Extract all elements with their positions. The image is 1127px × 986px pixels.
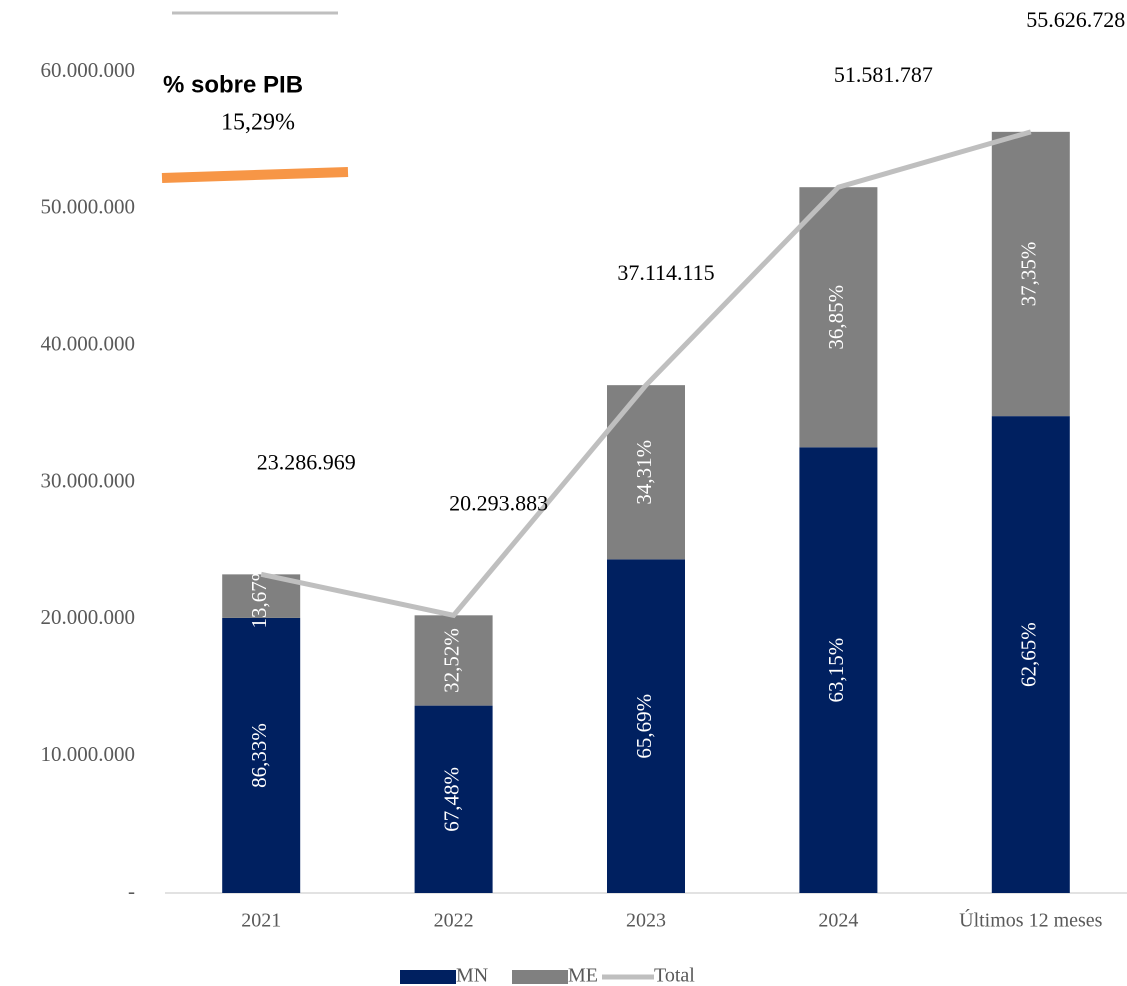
total-line	[260, 129, 1032, 619]
x-tick-label: 2022	[434, 910, 474, 932]
share-label: 65,69%	[632, 694, 656, 759]
share-label: 32,52%	[439, 628, 463, 693]
legend-label: MN	[456, 965, 488, 986]
legend-swatch	[512, 970, 568, 984]
y-tick-label: -	[128, 879, 135, 903]
share-label: 37,35%	[1017, 242, 1041, 307]
annotation-title: % sobre PIB	[163, 71, 303, 98]
x-tick-label: 2023	[626, 910, 666, 932]
x-tick-label: 2024	[818, 910, 858, 932]
legend-label: Total	[654, 965, 695, 986]
y-tick-label: 10.000.000	[41, 742, 136, 766]
data-label: 55.626.728	[1026, 7, 1125, 32]
y-tick-label: 20.000.000	[41, 605, 136, 629]
annotation-value: 15,29%	[221, 110, 295, 136]
x-tick-label: 2021	[241, 910, 281, 932]
bar-segment	[414, 615, 493, 706]
bar-segment	[414, 705, 493, 893]
bar-segment	[991, 416, 1070, 893]
bar-segment	[607, 559, 685, 893]
data-label: 20.293.883	[449, 490, 548, 515]
bar-segment	[799, 447, 878, 893]
share-label: 86,33%	[247, 723, 271, 788]
share-label: 62,65%	[1017, 622, 1041, 687]
data-label: 23.286.969	[257, 449, 356, 474]
share-label: 36,85%	[824, 285, 848, 350]
legend-label: ME	[568, 965, 598, 986]
decor-line	[161, 167, 349, 183]
share-label: 34,31%	[632, 440, 656, 505]
bar-segment	[991, 131, 1070, 417]
y-tick-label: 40.000.000	[41, 331, 136, 355]
y-tick-label: 50.000.000	[41, 195, 136, 219]
x-tick-label: Últimos 12 meses	[959, 908, 1103, 932]
y-tick-label: 60.000.000	[41, 58, 136, 82]
bar-segment	[799, 187, 878, 448]
data-label: 51.581.787	[834, 62, 933, 87]
data-label: 37.114.115	[617, 260, 714, 285]
share-label: 63,15%	[824, 638, 848, 703]
share-label: 67,48%	[439, 767, 463, 832]
legend-swatch	[400, 970, 456, 984]
bar-segment	[222, 617, 301, 893]
y-tick-label: 30.000.000	[41, 468, 136, 492]
